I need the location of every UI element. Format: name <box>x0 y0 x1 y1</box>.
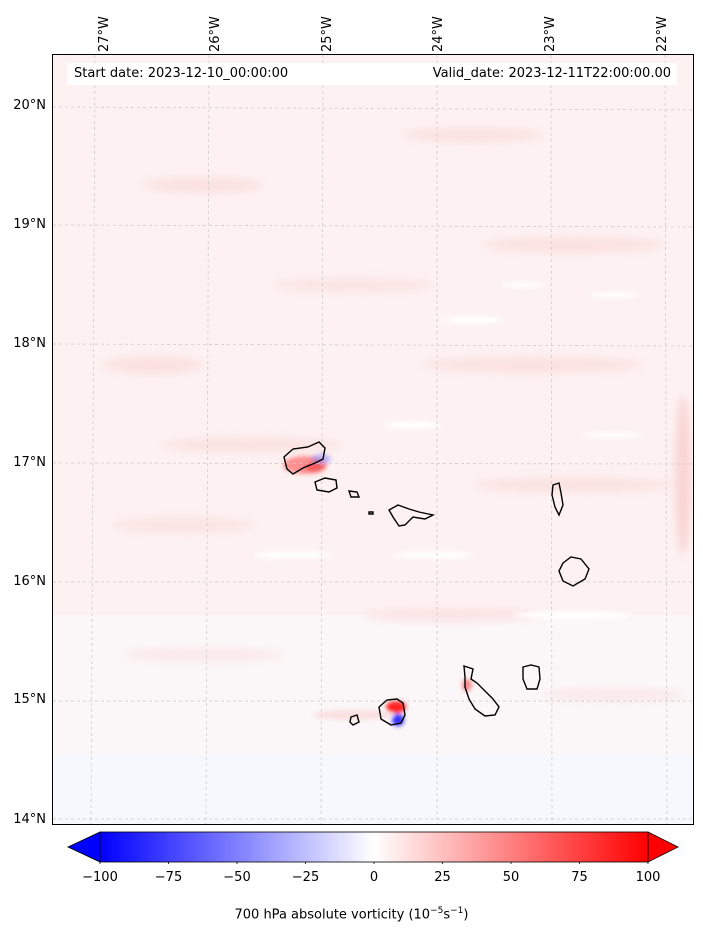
vorticity-field-negative-band <box>53 755 693 824</box>
island-raso <box>368 511 374 515</box>
colorbar-tick-minus-50: −50 <box>223 870 251 885</box>
lat-label-16n: 16°N <box>13 574 46 589</box>
island-maio <box>522 664 541 690</box>
island-brava <box>349 714 360 726</box>
island-sao-nicolau <box>388 504 436 527</box>
lon-label-22w: 22°W <box>655 16 670 52</box>
lat-label-18n: 18°N <box>13 336 46 351</box>
island-boa-vista <box>558 556 590 587</box>
lon-label-26w: 26°W <box>208 16 223 52</box>
lon-label-25w: 25°W <box>320 16 335 52</box>
colorbar-tick-75: 75 <box>571 870 588 885</box>
vorticity-map <box>52 54 694 825</box>
colorbar <box>67 831 679 864</box>
colorbar-tick-50: 50 <box>502 870 520 885</box>
coastlines <box>283 441 590 726</box>
lat-label-17n: 17°N <box>13 455 46 470</box>
valid-date-text: Valid_date: 2023-12-11T22:00:00.00 <box>432 66 671 81</box>
island-santo-antao <box>283 441 326 475</box>
lat-label-14n: 14°N <box>13 812 46 827</box>
colorbar-extend-min <box>67 831 101 863</box>
lon-label-23w: 23°W <box>543 16 558 52</box>
colorbar-tick-minus-100: −100 <box>82 870 118 885</box>
lat-label-19n: 19°N <box>13 217 46 232</box>
date-header <box>67 63 677 85</box>
vorticity-hotspots <box>283 454 472 726</box>
island-santa-luzia <box>347 490 361 498</box>
island-fogo <box>378 698 406 726</box>
lon-label-27w: 27°W <box>97 16 112 52</box>
island-sao-vicente <box>314 477 338 493</box>
colorbar-label: 700 hPa absolute vorticity (10−5s−1) <box>234 906 469 923</box>
lon-label-24w: 24°W <box>431 16 446 52</box>
island-sal <box>551 482 564 517</box>
colorbar-tick-minus-75: −75 <box>154 870 183 885</box>
colorbar-extend-max <box>647 831 679 863</box>
colorbar-tick-marks <box>99 862 649 864</box>
colorbar-tick-100: 100 <box>635 870 661 885</box>
lat-label-20n: 20°N <box>13 98 46 113</box>
island-santiago <box>463 664 500 717</box>
vorticity-white-streaks <box>253 282 643 619</box>
colorbar-tick-0: 0 <box>369 870 379 885</box>
colorbar-gradient <box>99 831 649 863</box>
lat-label-15n: 15°N <box>13 692 46 707</box>
colorbar-tick-25: 25 <box>434 870 451 885</box>
graticule <box>53 55 693 824</box>
start-date-text: Start date: 2023-12-10_00:00:00 <box>74 66 289 81</box>
map-plot-area <box>53 55 693 824</box>
colorbar-tick-minus-25: −25 <box>291 870 320 885</box>
